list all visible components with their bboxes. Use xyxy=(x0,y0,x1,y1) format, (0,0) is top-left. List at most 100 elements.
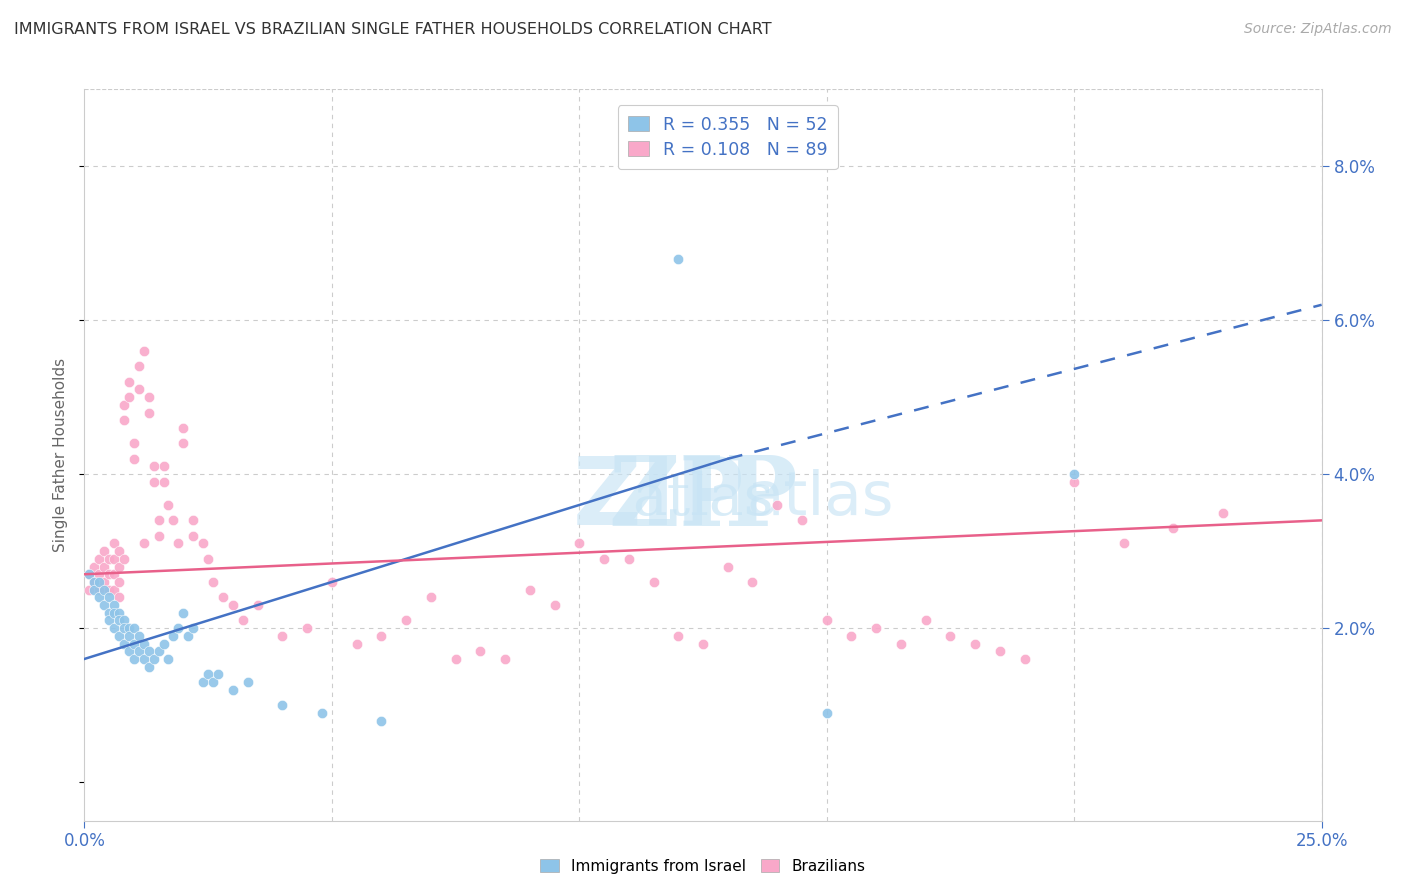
Point xyxy=(132,343,155,358)
Point xyxy=(112,614,135,628)
Point xyxy=(103,621,125,635)
Point xyxy=(172,421,194,435)
Point xyxy=(965,636,987,650)
Point xyxy=(122,451,145,466)
Point xyxy=(118,390,141,404)
Point xyxy=(815,706,838,720)
Point xyxy=(181,529,204,543)
Point xyxy=(271,629,294,643)
Point xyxy=(988,644,1011,658)
Point xyxy=(128,383,150,397)
Point xyxy=(122,621,145,635)
Point xyxy=(470,644,492,658)
Point xyxy=(890,636,912,650)
Point xyxy=(222,682,245,697)
Legend: R = 0.355   N = 52, R = 0.108   N = 89: R = 0.355 N = 52, R = 0.108 N = 89 xyxy=(617,105,838,169)
Point xyxy=(197,552,219,566)
Point xyxy=(246,598,269,612)
Point xyxy=(692,636,714,650)
Point xyxy=(79,567,101,582)
Point xyxy=(142,459,165,474)
Point xyxy=(841,629,863,643)
Point xyxy=(295,621,318,635)
Point xyxy=(132,636,155,650)
Point xyxy=(766,498,789,512)
Point xyxy=(103,598,125,612)
Point xyxy=(494,652,516,666)
Point xyxy=(122,636,145,650)
Point xyxy=(103,567,125,582)
Point xyxy=(128,644,150,658)
Point xyxy=(181,621,204,635)
Point xyxy=(132,536,155,550)
Point xyxy=(717,559,740,574)
Point xyxy=(370,714,392,728)
Point xyxy=(172,606,194,620)
Point xyxy=(157,498,180,512)
Point xyxy=(236,675,259,690)
Point xyxy=(191,675,214,690)
Point xyxy=(93,582,115,597)
Point xyxy=(643,574,665,589)
Point xyxy=(98,582,121,597)
Point xyxy=(108,574,131,589)
Point xyxy=(89,552,111,566)
Point xyxy=(138,406,160,420)
Point xyxy=(666,252,689,266)
Point xyxy=(617,552,640,566)
Point xyxy=(346,636,368,650)
Point xyxy=(311,706,333,720)
Point xyxy=(321,574,343,589)
Point xyxy=(93,559,115,574)
Point xyxy=(157,652,180,666)
Point xyxy=(103,582,125,597)
Point xyxy=(568,536,591,550)
Point xyxy=(419,591,441,605)
Y-axis label: Single Father Households: Single Father Households xyxy=(53,358,69,552)
Point xyxy=(202,675,225,690)
Point xyxy=(1063,467,1085,482)
Point xyxy=(118,644,141,658)
Point xyxy=(222,598,245,612)
Legend: Immigrants from Israel, Brazilians: Immigrants from Israel, Brazilians xyxy=(534,853,872,880)
Text: ZIP: ZIP xyxy=(609,452,797,546)
Point xyxy=(865,621,887,635)
Point xyxy=(103,606,125,620)
Point xyxy=(79,567,101,582)
Point xyxy=(152,636,174,650)
Point xyxy=(93,544,115,558)
Point xyxy=(98,567,121,582)
Point xyxy=(370,629,392,643)
Point xyxy=(138,390,160,404)
Point xyxy=(108,544,131,558)
Point xyxy=(142,475,165,489)
Point xyxy=(152,475,174,489)
Point xyxy=(128,629,150,643)
Point xyxy=(444,652,467,666)
Point xyxy=(128,359,150,374)
Point xyxy=(98,552,121,566)
Point xyxy=(118,629,141,643)
Point xyxy=(148,513,170,527)
Point xyxy=(83,574,105,589)
Point xyxy=(83,574,105,589)
Point xyxy=(212,591,235,605)
Point xyxy=(191,536,214,550)
Point xyxy=(207,667,229,681)
Point xyxy=(83,559,105,574)
Point xyxy=(118,375,141,389)
Point xyxy=(98,606,121,620)
Point xyxy=(79,582,101,597)
Point xyxy=(232,614,254,628)
Point xyxy=(162,513,184,527)
Point xyxy=(98,591,121,605)
Point xyxy=(543,598,565,612)
Point xyxy=(98,614,121,628)
Point xyxy=(112,621,135,635)
Point xyxy=(181,513,204,527)
Point xyxy=(108,629,131,643)
Point xyxy=(197,667,219,681)
Point xyxy=(93,598,115,612)
Point xyxy=(790,513,813,527)
Point xyxy=(162,629,184,643)
